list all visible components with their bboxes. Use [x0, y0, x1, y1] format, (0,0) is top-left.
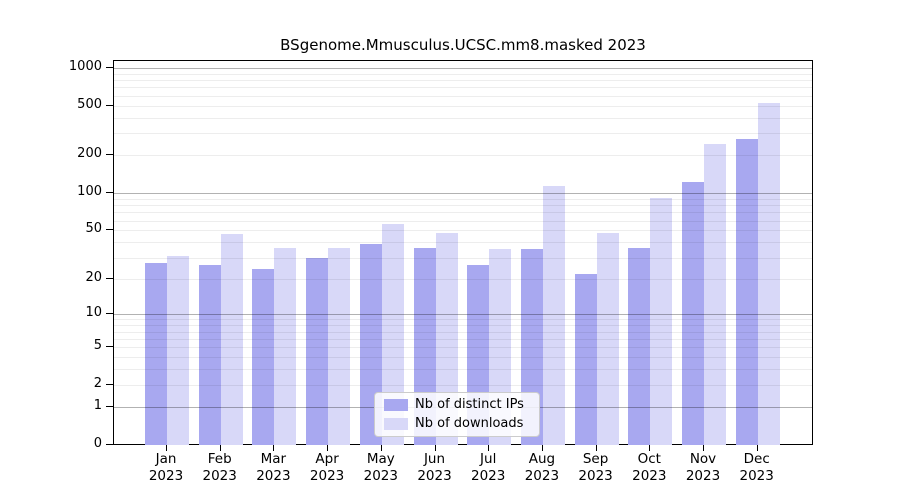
bar-dec-downloads — [757, 102, 780, 445]
y-tick-label: 500 — [77, 96, 102, 112]
y-tick-mark — [106, 346, 113, 348]
bar-dec-ips — [735, 139, 758, 445]
y-tick-label: 2 — [93, 376, 102, 391]
bar-sep-downloads — [596, 232, 619, 445]
x-tick-label-nov: Nov 2023 — [685, 451, 721, 484]
bar-mar-ips — [252, 269, 275, 445]
x-tick-mark — [380, 445, 382, 451]
x-tick-label-jan: Jan 2023 — [148, 451, 184, 484]
bar-jun-downloads — [435, 232, 458, 445]
legend: Nb of distinct IPs Nb of downloads — [374, 392, 540, 437]
x-tick-mark — [273, 445, 275, 451]
bar-may-downloads — [381, 224, 404, 445]
bar-aug-downloads — [542, 185, 565, 445]
x-tick-mark — [541, 445, 543, 451]
x-tick-label-feb: Feb 2023 — [202, 451, 237, 484]
bar-feb-downloads — [220, 233, 243, 445]
x-tick-mark — [166, 445, 167, 451]
y-tick-mark — [106, 229, 113, 231]
y-tick-label: 20 — [85, 269, 102, 285]
bar-mar-downloads — [274, 247, 297, 445]
x-tick-mark — [434, 445, 436, 451]
y-tick-mark — [106, 384, 113, 385]
bar-sep-ips — [574, 273, 597, 445]
y-tick-mark — [106, 406, 113, 408]
x-tick-label-dec: Dec 2023 — [739, 451, 774, 484]
downloads-swatch-icon — [384, 418, 408, 430]
bar-nov-ips — [682, 182, 704, 445]
y-tick-label: 1000 — [68, 58, 102, 74]
y-tick-label: 0 — [93, 436, 102, 451]
x-tick-label-mar: Mar 2023 — [256, 451, 291, 484]
bar-jan-downloads — [167, 255, 189, 445]
y-tick-mark — [106, 192, 113, 193]
y-tick-label: 200 — [77, 146, 102, 162]
x-tick-label-apr: Apr 2023 — [309, 451, 345, 484]
x-tick-label-jun: Jun 2023 — [417, 451, 452, 484]
y-tick-label: 1 — [93, 398, 102, 414]
legend-entry-distinct-ips: Nb of distinct IPs — [384, 398, 530, 412]
plot-area — [113, 60, 813, 445]
x-tick-label-oct: Oct 2023 — [632, 451, 667, 484]
x-tick-mark — [649, 445, 651, 451]
y-tick-mark — [106, 277, 113, 279]
y-tick-mark — [106, 154, 113, 156]
x-tick-label-aug: Aug 2023 — [524, 451, 560, 484]
bar-oct-ips — [628, 247, 651, 445]
distinct-ips-swatch-icon — [384, 399, 408, 411]
x-tick-mark — [703, 445, 704, 451]
legend-entry-downloads: Nb of downloads — [384, 417, 530, 431]
bars-layer — [114, 61, 812, 445]
bar-feb-ips — [198, 265, 221, 445]
y-tick-label: 5 — [93, 338, 102, 354]
legend-label-downloads: Nb of downloads — [415, 416, 524, 431]
x-tick-mark — [219, 445, 221, 451]
y-tick-label: 10 — [85, 305, 102, 321]
x-tick-label-sep: Sep 2023 — [578, 451, 613, 484]
x-tick-mark — [756, 445, 758, 451]
bar-nov-downloads — [704, 144, 726, 445]
y-tick-label: 50 — [85, 221, 102, 237]
y-tick-mark — [106, 313, 113, 315]
x-tick-mark — [595, 445, 597, 451]
legend-label-distinct-ips: Nb of distinct IPs — [415, 397, 524, 412]
x-tick-label-may: May 2023 — [363, 451, 398, 484]
y-tick-label: 100 — [77, 184, 102, 199]
bar-oct-downloads — [650, 198, 673, 445]
x-tick-mark — [327, 445, 329, 451]
y-tick-mark — [106, 66, 113, 68]
x-tick-label-jul: Jul 2023 — [471, 451, 506, 484]
bar-apr-ips — [306, 257, 329, 445]
x-tick-mark — [488, 445, 490, 451]
bar-apr-downloads — [328, 247, 351, 445]
y-tick-mark — [106, 444, 113, 445]
chart-title: BSgenome.Mmusculus.UCSC.mm8.masked 2023 — [280, 36, 646, 54]
bar-jan-ips — [145, 263, 167, 445]
y-tick-mark — [106, 104, 113, 106]
